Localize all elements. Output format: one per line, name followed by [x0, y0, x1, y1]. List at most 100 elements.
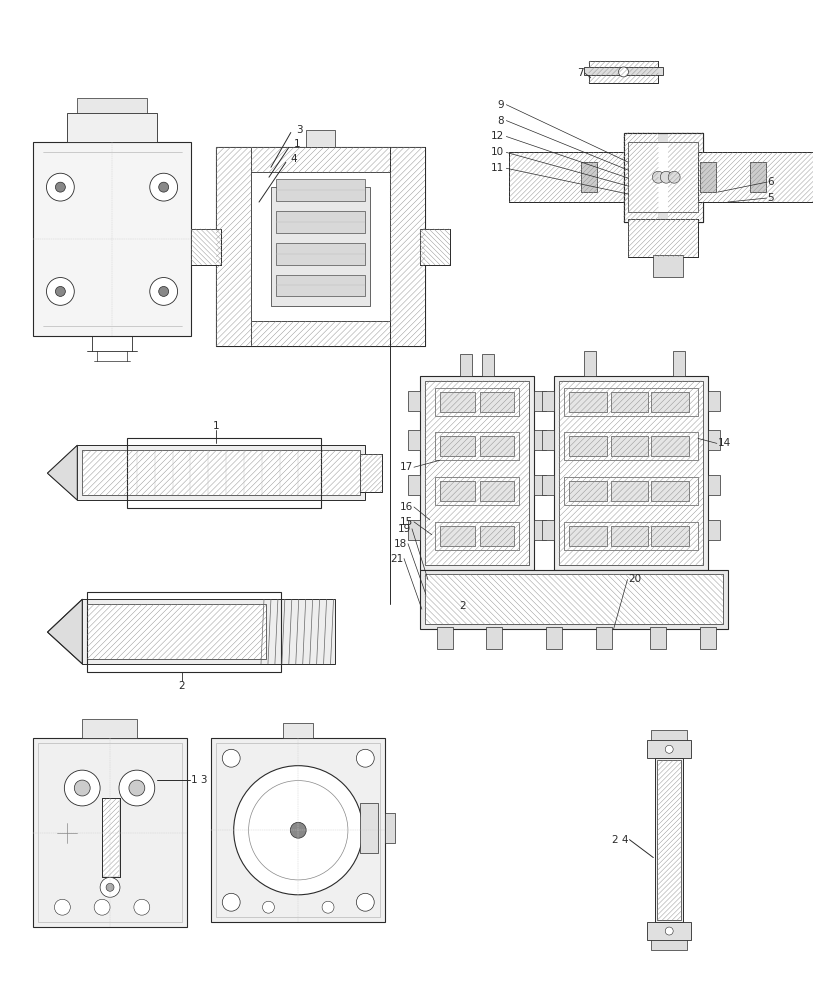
- Bar: [596, 627, 612, 649]
- Circle shape: [619, 67, 628, 77]
- Bar: [480, 526, 514, 546]
- Circle shape: [47, 278, 74, 305]
- Text: 14: 14: [718, 438, 731, 448]
- Circle shape: [222, 893, 240, 911]
- Bar: [650, 627, 666, 649]
- Text: 18: 18: [394, 539, 407, 549]
- Bar: [698, 152, 816, 202]
- Bar: [698, 152, 816, 202]
- Bar: [425, 381, 529, 565]
- Bar: [700, 162, 716, 192]
- Bar: [435, 522, 519, 550]
- Bar: [564, 522, 698, 550]
- Bar: [647, 922, 691, 940]
- Bar: [385, 813, 395, 843]
- Circle shape: [55, 182, 65, 192]
- Bar: [216, 147, 251, 346]
- Bar: [569, 481, 606, 501]
- Polygon shape: [47, 599, 82, 664]
- Bar: [610, 526, 649, 546]
- Bar: [559, 381, 703, 565]
- Bar: [482, 354, 494, 376]
- Bar: [390, 147, 425, 346]
- Bar: [542, 391, 554, 411]
- Bar: [564, 388, 698, 416]
- Circle shape: [64, 770, 100, 806]
- Bar: [78, 98, 147, 113]
- Text: 15: 15: [400, 517, 413, 527]
- Bar: [673, 351, 685, 376]
- Circle shape: [150, 173, 178, 201]
- Bar: [708, 430, 720, 450]
- Circle shape: [94, 899, 110, 915]
- Bar: [283, 723, 313, 738]
- Bar: [276, 211, 366, 233]
- Bar: [589, 61, 659, 83]
- Bar: [408, 430, 420, 450]
- Bar: [509, 152, 628, 202]
- Circle shape: [357, 893, 375, 911]
- Circle shape: [55, 286, 65, 296]
- Bar: [610, 481, 649, 501]
- Text: 9: 9: [498, 100, 504, 110]
- Text: 2 4: 2 4: [612, 835, 628, 845]
- Bar: [361, 454, 382, 492]
- Bar: [216, 147, 425, 346]
- Circle shape: [222, 749, 240, 767]
- Bar: [750, 162, 765, 192]
- Bar: [271, 187, 370, 306]
- Bar: [420, 229, 450, 265]
- Bar: [435, 477, 519, 505]
- Bar: [542, 475, 554, 495]
- Bar: [459, 354, 472, 376]
- Bar: [361, 454, 382, 492]
- Text: 1 3: 1 3: [192, 775, 208, 785]
- Bar: [589, 61, 659, 83]
- Bar: [103, 799, 119, 876]
- Circle shape: [100, 877, 120, 897]
- Bar: [569, 392, 606, 412]
- Text: 16: 16: [400, 502, 413, 512]
- Bar: [216, 147, 251, 346]
- Text: 4: 4: [290, 154, 297, 164]
- Bar: [658, 760, 681, 920]
- Bar: [82, 450, 361, 495]
- Bar: [33, 142, 192, 336]
- Bar: [651, 436, 689, 456]
- Circle shape: [665, 927, 673, 935]
- Bar: [425, 574, 723, 624]
- Bar: [87, 604, 266, 659]
- Circle shape: [357, 749, 375, 767]
- Circle shape: [665, 745, 673, 753]
- Bar: [440, 526, 475, 546]
- Bar: [251, 147, 390, 172]
- Bar: [192, 229, 221, 265]
- Circle shape: [263, 901, 274, 913]
- Bar: [651, 526, 689, 546]
- Bar: [211, 738, 385, 922]
- Bar: [628, 219, 698, 257]
- Bar: [700, 627, 716, 649]
- Circle shape: [290, 822, 306, 838]
- Bar: [651, 392, 689, 412]
- Bar: [534, 475, 546, 495]
- Polygon shape: [47, 445, 78, 500]
- Bar: [102, 798, 120, 877]
- Circle shape: [129, 780, 144, 796]
- Text: 2: 2: [178, 681, 185, 691]
- Bar: [658, 760, 681, 920]
- Text: 8: 8: [498, 116, 504, 126]
- Bar: [425, 381, 529, 565]
- Bar: [542, 520, 554, 540]
- Bar: [440, 481, 475, 501]
- Bar: [655, 758, 683, 922]
- Bar: [361, 803, 378, 853]
- Bar: [509, 152, 628, 202]
- Text: 19: 19: [397, 524, 411, 534]
- Circle shape: [158, 182, 169, 192]
- Bar: [276, 243, 366, 265]
- Bar: [192, 229, 221, 265]
- Bar: [435, 388, 519, 416]
- Bar: [251, 321, 390, 346]
- Bar: [559, 381, 703, 565]
